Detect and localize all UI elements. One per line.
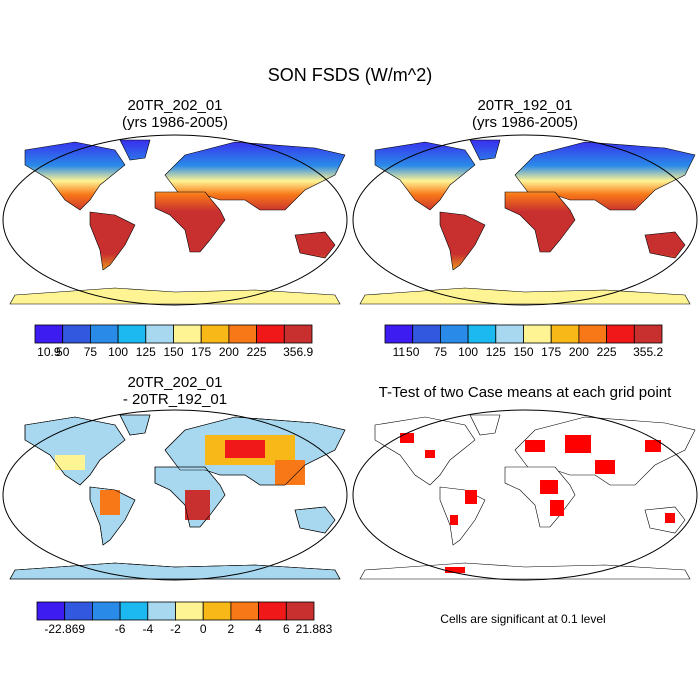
colorbar-box [230, 601, 259, 621]
colorbar-box [202, 601, 232, 621]
colorbar-box [175, 601, 204, 621]
colorbar-box [550, 324, 580, 344]
colorbar-label: 21.883 [296, 622, 333, 636]
colorbar-box [64, 601, 93, 621]
colorbar-label: 50 [406, 345, 420, 359]
colorbar-box [633, 324, 663, 344]
colorbar-box [412, 324, 441, 344]
colorbar-label: 10.9 [37, 345, 61, 359]
colorbar-box [258, 601, 287, 621]
colorbar-box [36, 601, 66, 621]
colorbar-label: 125 [486, 345, 506, 359]
colorbar-box [578, 324, 608, 344]
footnote: Cells are significant at 0.1 level [440, 612, 605, 626]
map-panel [2, 134, 348, 306]
panel-title: 20TR_192_01 [477, 97, 572, 114]
colorbar-label: 0 [200, 622, 207, 636]
colorbar-label: 150 [163, 345, 183, 359]
colorbar-label: 75 [84, 345, 98, 359]
colorbar-label: 225 [597, 345, 617, 359]
colorbar-box [119, 601, 149, 621]
colorbar-label: 225 [247, 345, 267, 359]
colorbar-box [439, 324, 469, 344]
colorbar-box [92, 601, 121, 621]
colorbar-box [228, 324, 257, 344]
colorbar-label: 200 [569, 345, 589, 359]
colorbar-box [200, 324, 230, 344]
colorbar-box [495, 324, 524, 344]
colorbar-label: -4 [142, 622, 153, 636]
panel-title: - 20TR_192_01 [123, 391, 227, 408]
panel-title: 20TR_202_01 [127, 374, 222, 391]
colorbar-label: 355.2 [633, 345, 663, 359]
colorbar-label: 100 [108, 345, 128, 359]
panel-title: 20TR_202_01 [127, 97, 222, 114]
colorbar-box [606, 324, 635, 344]
panel-title: (yrs 1986-2005) [122, 114, 228, 131]
colorbar-box [523, 324, 552, 344]
colorbar-label: -22.869 [44, 622, 85, 636]
colorbar-box [467, 324, 497, 344]
colorbar-label: 175 [541, 345, 561, 359]
panel-title: (yrs 1986-2005) [472, 114, 578, 131]
map-panel [2, 409, 348, 581]
colorbar-label: 4 [255, 622, 262, 636]
colorbar-box [62, 324, 91, 344]
colorbar-label: 2 [228, 622, 235, 636]
colorbar-box [283, 324, 313, 344]
colorbar-label: 75 [434, 345, 448, 359]
colorbar-label: 50 [56, 345, 70, 359]
figure-title: SON FSDS (W/m^2) [268, 65, 432, 85]
colorbar-label: -2 [170, 622, 181, 636]
colorbar-label: 125 [136, 345, 156, 359]
colorbar-label: 356.9 [283, 345, 313, 359]
panel-title: T-Test of two Case means at each grid po… [379, 384, 672, 401]
colorbar-label: 175 [191, 345, 211, 359]
map-panel [352, 409, 698, 581]
colorbar-box [145, 324, 174, 344]
colorbar-box [34, 324, 64, 344]
colorbar-label: 6 [283, 622, 290, 636]
colorbar-box [147, 601, 176, 621]
colorbar-label: -6 [115, 622, 126, 636]
colorbar-box [117, 324, 147, 344]
colorbar-label: 150 [513, 345, 533, 359]
colorbar-box [256, 324, 285, 344]
colorbar-box [285, 601, 315, 621]
colorbar-box [384, 324, 414, 344]
map-panel [352, 134, 698, 306]
colorbar-label: 11 [393, 345, 406, 359]
colorbar-label: 100 [458, 345, 478, 359]
colorbar-box [173, 324, 202, 344]
colorbar-box [90, 324, 119, 344]
colorbar-label: 200 [219, 345, 239, 359]
